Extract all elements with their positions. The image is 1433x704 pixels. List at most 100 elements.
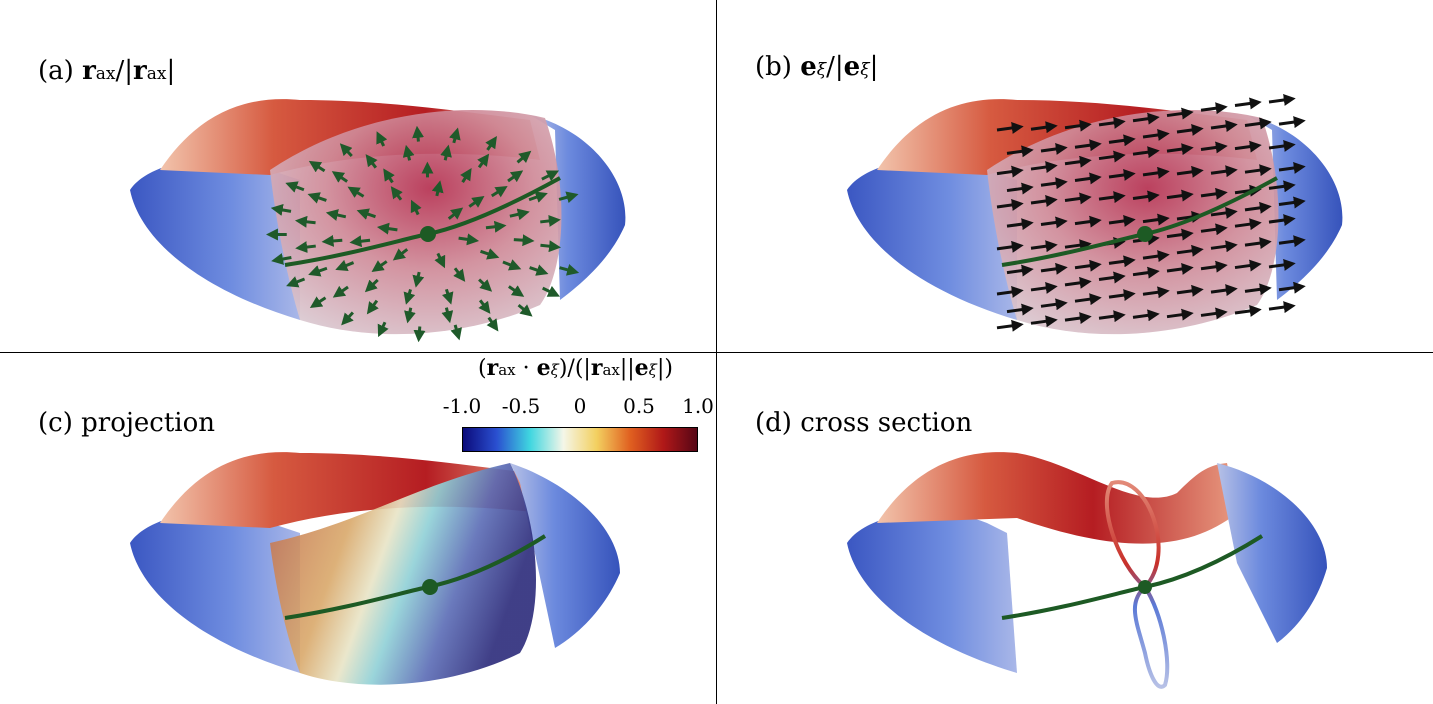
vector-arrow	[1210, 120, 1238, 132]
panel-d: (d) cross section	[717, 353, 1433, 704]
vector-arrow	[485, 136, 497, 151]
vector-arrow	[1234, 140, 1262, 153]
vector-arrow	[1268, 258, 1296, 271]
surface-top-band	[877, 452, 1237, 544]
vector-arrow	[392, 248, 409, 261]
vector-arrow	[1278, 196, 1306, 209]
surface-left-lobe	[847, 512, 1017, 673]
vector-arrow	[1132, 146, 1160, 159]
vector-arrow	[1210, 284, 1238, 297]
vector-arrow	[341, 311, 355, 326]
vector-arrow	[542, 285, 560, 297]
vector-arrow	[383, 168, 395, 184]
vector-arrow	[410, 199, 422, 216]
vector-arrow	[1132, 266, 1160, 279]
vector-arrow	[1074, 293, 1102, 306]
surface-right-lobe	[1217, 463, 1327, 643]
vector-arrow	[1244, 283, 1272, 296]
axis-point	[420, 226, 436, 242]
vector-arrow	[558, 191, 579, 204]
vector-arrow	[1200, 102, 1228, 115]
vector-arrow	[502, 259, 522, 271]
vector-arrow	[490, 185, 508, 198]
colorbar-tick-label: -0.5	[501, 394, 541, 418]
colorbar	[462, 427, 698, 452]
vector-arrow	[1098, 116, 1126, 129]
vector-arrow	[1176, 124, 1204, 136]
vector-arrow	[1132, 309, 1160, 322]
vector-arrow	[307, 192, 327, 204]
vector-arrow	[270, 204, 292, 216]
vector-arrow	[1132, 112, 1160, 125]
vector-arrow	[1278, 281, 1306, 294]
vector-arrow	[1030, 195, 1058, 207]
vector-arrow	[1108, 169, 1136, 181]
panel-c-figure	[130, 452, 620, 685]
vector-arrow	[1064, 119, 1092, 132]
vector-arrow	[541, 170, 560, 182]
panel-c: (c) projection	[0, 353, 716, 704]
vector-arrow	[529, 264, 549, 276]
vector-arrow	[1006, 182, 1034, 195]
vector-arrow	[1142, 166, 1170, 179]
vector-arrow	[1234, 97, 1262, 110]
vector-arrow	[1030, 240, 1058, 253]
vector-arrow	[286, 276, 306, 288]
colorbar-title: (rax · eξ)/(|rax||eξ|)	[478, 355, 673, 381]
vector-arrow	[1030, 281, 1058, 294]
vector-arrow	[1244, 201, 1272, 214]
vector-arrow	[440, 144, 452, 161]
axis-point	[422, 579, 438, 595]
panel-b-label: (b) eξ/|eξ|	[755, 52, 879, 82]
panel-a: (a) rax/|rax|	[0, 0, 716, 352]
surface-left-lobe	[847, 159, 1017, 320]
vector-arrow	[1244, 237, 1272, 250]
vector-arrow	[486, 316, 499, 332]
vector-arrow	[1040, 262, 1068, 275]
vector-arrow	[1200, 260, 1228, 273]
vector-arrow	[477, 153, 490, 169]
panel-a-figure	[130, 99, 626, 343]
vector-arrow	[1074, 215, 1102, 228]
vector-arrow	[335, 259, 355, 272]
panel-d-label: (d) cross section	[755, 408, 973, 438]
vector-arrow	[996, 165, 1024, 178]
vector-arrow	[1166, 143, 1194, 156]
vector-arrow	[371, 260, 388, 272]
vector-arrow	[1006, 218, 1034, 231]
vector-arrow	[1098, 191, 1126, 204]
vector-arrow	[1166, 228, 1194, 241]
vector-arrow	[1006, 264, 1034, 277]
vector-arrow	[1030, 315, 1058, 328]
panel-a-label: (a) rax/|rax|	[38, 56, 176, 86]
vector-arrow	[1166, 263, 1194, 275]
vector-arrow	[996, 240, 1024, 253]
colorbar-tick-label: 0.5	[623, 394, 655, 418]
vector-arrow	[295, 241, 316, 253]
vector-arrow	[1142, 250, 1170, 263]
vector-arrow	[1074, 259, 1102, 272]
vector-arrow	[996, 285, 1024, 298]
vector-arrow	[321, 234, 343, 247]
vector-arrow	[1142, 129, 1170, 141]
vector-arrow	[1176, 284, 1204, 297]
vector-arrow	[434, 252, 446, 269]
vector-arrow	[1176, 165, 1204, 178]
vector-arrow	[559, 264, 580, 276]
vector-arrow	[1030, 161, 1058, 173]
vector-arrow	[1234, 259, 1262, 272]
vector-arrow	[478, 299, 491, 314]
vector-arrow	[1064, 276, 1092, 289]
vector-arrow	[1006, 303, 1034, 316]
vector-arrow	[1166, 107, 1194, 120]
toroidal-vector-field	[996, 94, 1306, 332]
vector-arrow	[413, 326, 426, 343]
vector-arrow	[1200, 187, 1228, 200]
vector-arrow	[460, 168, 472, 183]
vector-arrow	[1040, 298, 1068, 311]
panel-d-figure	[847, 452, 1327, 689]
vector-arrow	[540, 240, 562, 253]
vector-arrow	[1064, 155, 1092, 168]
vector-arrow	[308, 265, 328, 277]
vector-arrow	[1064, 239, 1092, 252]
